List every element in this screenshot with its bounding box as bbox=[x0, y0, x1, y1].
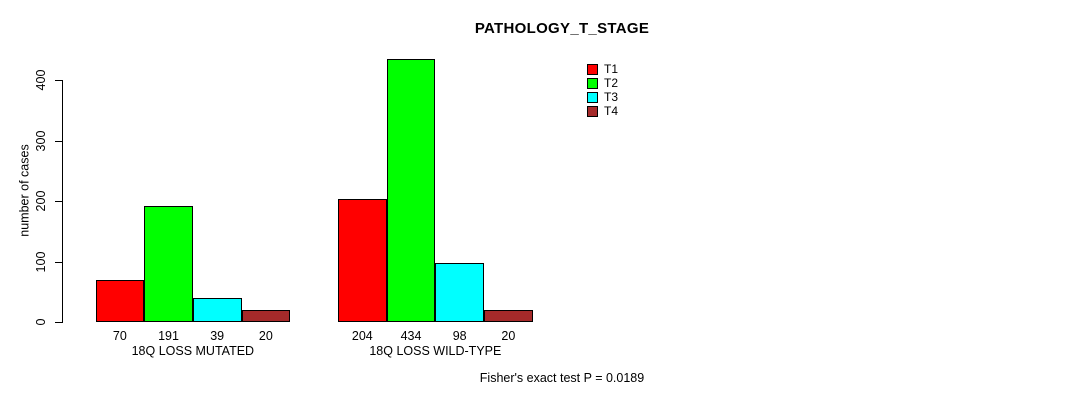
bar-t3-group2 bbox=[435, 262, 485, 322]
y-axis-tick bbox=[55, 322, 62, 323]
chart-title: PATHOLOGY_T_STAGE bbox=[474, 20, 650, 37]
y-axis-tick bbox=[55, 80, 62, 81]
group-label: 18Q LOSS MUTATED bbox=[131, 344, 255, 358]
y-axis-tick-label: 0 bbox=[34, 318, 48, 326]
y-axis-tick-label: 200 bbox=[34, 190, 48, 212]
legend-swatch-t1 bbox=[587, 64, 598, 75]
y-axis-tick-label: 400 bbox=[34, 69, 48, 91]
legend-label-t3: T3 bbox=[604, 90, 619, 104]
legend-swatch-t2 bbox=[587, 78, 598, 89]
bar-t4-group2 bbox=[484, 309, 533, 322]
y-axis-tick bbox=[55, 140, 62, 142]
y-axis-tick-label: 100 bbox=[34, 251, 48, 272]
bar-value-label: 204 bbox=[351, 329, 373, 343]
bar-value-label: 70 bbox=[112, 329, 127, 343]
legend-swatch-t3 bbox=[587, 92, 598, 103]
y-axis-label: number of cases bbox=[17, 144, 32, 237]
fisher-test-annotation: Fisher's exact test P = 0.0189 bbox=[479, 371, 645, 385]
bar-t3-group1 bbox=[192, 298, 242, 322]
bar-value-label: 434 bbox=[400, 329, 422, 343]
y-axis-tick bbox=[55, 201, 62, 202]
bar-t4-group1 bbox=[241, 309, 291, 322]
group-label: 18Q LOSS WILD-TYPE bbox=[369, 344, 502, 358]
legend-label-t2: T2 bbox=[604, 76, 619, 90]
y-axis-tick-label: 300 bbox=[34, 130, 48, 151]
bar-value-label: 39 bbox=[210, 329, 225, 343]
bar-t1-group2 bbox=[338, 198, 387, 322]
legend-swatch-t4 bbox=[587, 106, 598, 117]
bar-value-label: 20 bbox=[258, 329, 273, 343]
y-axis-line bbox=[62, 80, 63, 323]
bar-value-label: 20 bbox=[501, 329, 516, 343]
bar-t1-group1 bbox=[95, 279, 145, 322]
bar-t2-group2 bbox=[386, 59, 436, 322]
bar-value-label: 191 bbox=[158, 329, 179, 343]
legend-label-t4: T4 bbox=[604, 104, 619, 118]
legend-label-t1: T1 bbox=[604, 62, 619, 76]
bar-value-label: 98 bbox=[452, 329, 467, 343]
bar-t2-group1 bbox=[144, 206, 193, 322]
y-axis-tick bbox=[55, 261, 62, 263]
